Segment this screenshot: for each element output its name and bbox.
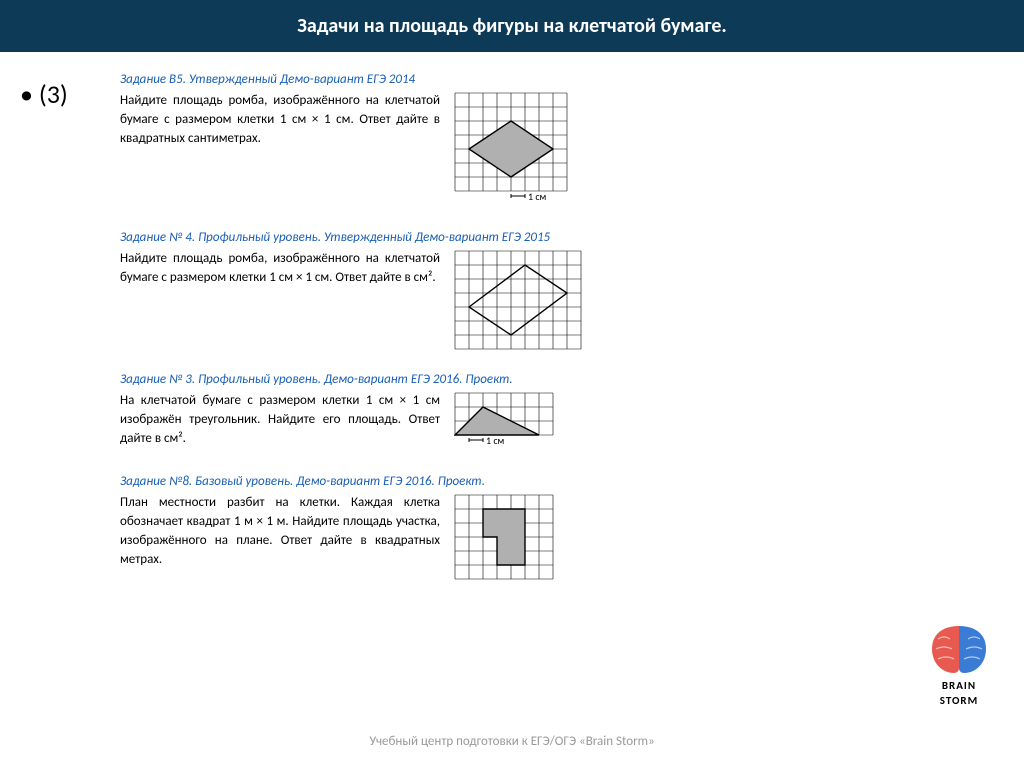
task-block: Задание № 4. Профильный уровень. Утвержд… xyxy=(120,230,984,350)
task-text: Найдите площадь ромба, изображённого на … xyxy=(120,250,440,288)
grid-figure: 1 см xyxy=(454,392,554,452)
page-header: Задачи на площадь фигуры на клетчатой бу… xyxy=(0,0,1024,52)
task-text: На клетчатой бумаге с размером клетки 1 … xyxy=(120,392,440,449)
task-figure xyxy=(454,250,582,350)
logo-line1: BRAIN xyxy=(924,679,994,692)
task-block: Задание B5. Утвержденный Демо-вариант ЕГ… xyxy=(120,72,984,208)
task-figure: 1 см xyxy=(454,92,568,208)
task-block: Задание № 3. Профильный уровень. Демо-ва… xyxy=(120,372,984,452)
task-body: План местности разбит на клетки. Каждая … xyxy=(120,494,984,580)
grid-figure: 1 см xyxy=(454,92,568,208)
task-text: План местности разбит на клетки. Каждая … xyxy=(120,494,440,569)
footer-text: Учебный центр подготовки к ЕГЭ/ОГЭ «Brai… xyxy=(0,734,1024,749)
bullet-label: (3) xyxy=(20,72,120,602)
task-title: Задание B5. Утвержденный Демо-вариант ЕГ… xyxy=(120,72,984,87)
content-area: (3) Задание B5. Утвержденный Демо-вариан… xyxy=(0,52,1024,602)
task-text: Найдите площадь ромба, изображённого на … xyxy=(120,92,440,149)
header-title: Задачи на площадь фигуры на клетчатой бу… xyxy=(297,14,726,38)
task-title: Задание № 4. Профильный уровень. Утвержд… xyxy=(120,230,984,245)
task-body: Найдите площадь ромба, изображённого на … xyxy=(120,250,984,350)
task-title: Задание № 3. Профильный уровень. Демо-ва… xyxy=(120,372,984,387)
brain-icon xyxy=(924,621,994,677)
svg-text:1 см: 1 см xyxy=(486,434,505,447)
grid-figure xyxy=(454,494,554,580)
brain-storm-logo: BRAIN STORM xyxy=(924,621,994,707)
task-body: Найдите площадь ромба, изображённого на … xyxy=(120,92,984,208)
svg-text:1 см: 1 см xyxy=(528,190,547,203)
task-figure xyxy=(454,494,554,580)
task-figure: 1 см xyxy=(454,392,554,452)
task-body: На клетчатой бумаге с размером клетки 1 … xyxy=(120,392,984,452)
logo-line2: STORM xyxy=(924,694,994,707)
task-title: Задание №8. Базовый уровень. Демо-вариан… xyxy=(120,474,984,489)
task-block: Задание №8. Базовый уровень. Демо-вариан… xyxy=(120,474,984,580)
grid-figure xyxy=(454,250,582,350)
tasks-column: Задание B5. Утвержденный Демо-вариант ЕГ… xyxy=(120,72,1024,602)
